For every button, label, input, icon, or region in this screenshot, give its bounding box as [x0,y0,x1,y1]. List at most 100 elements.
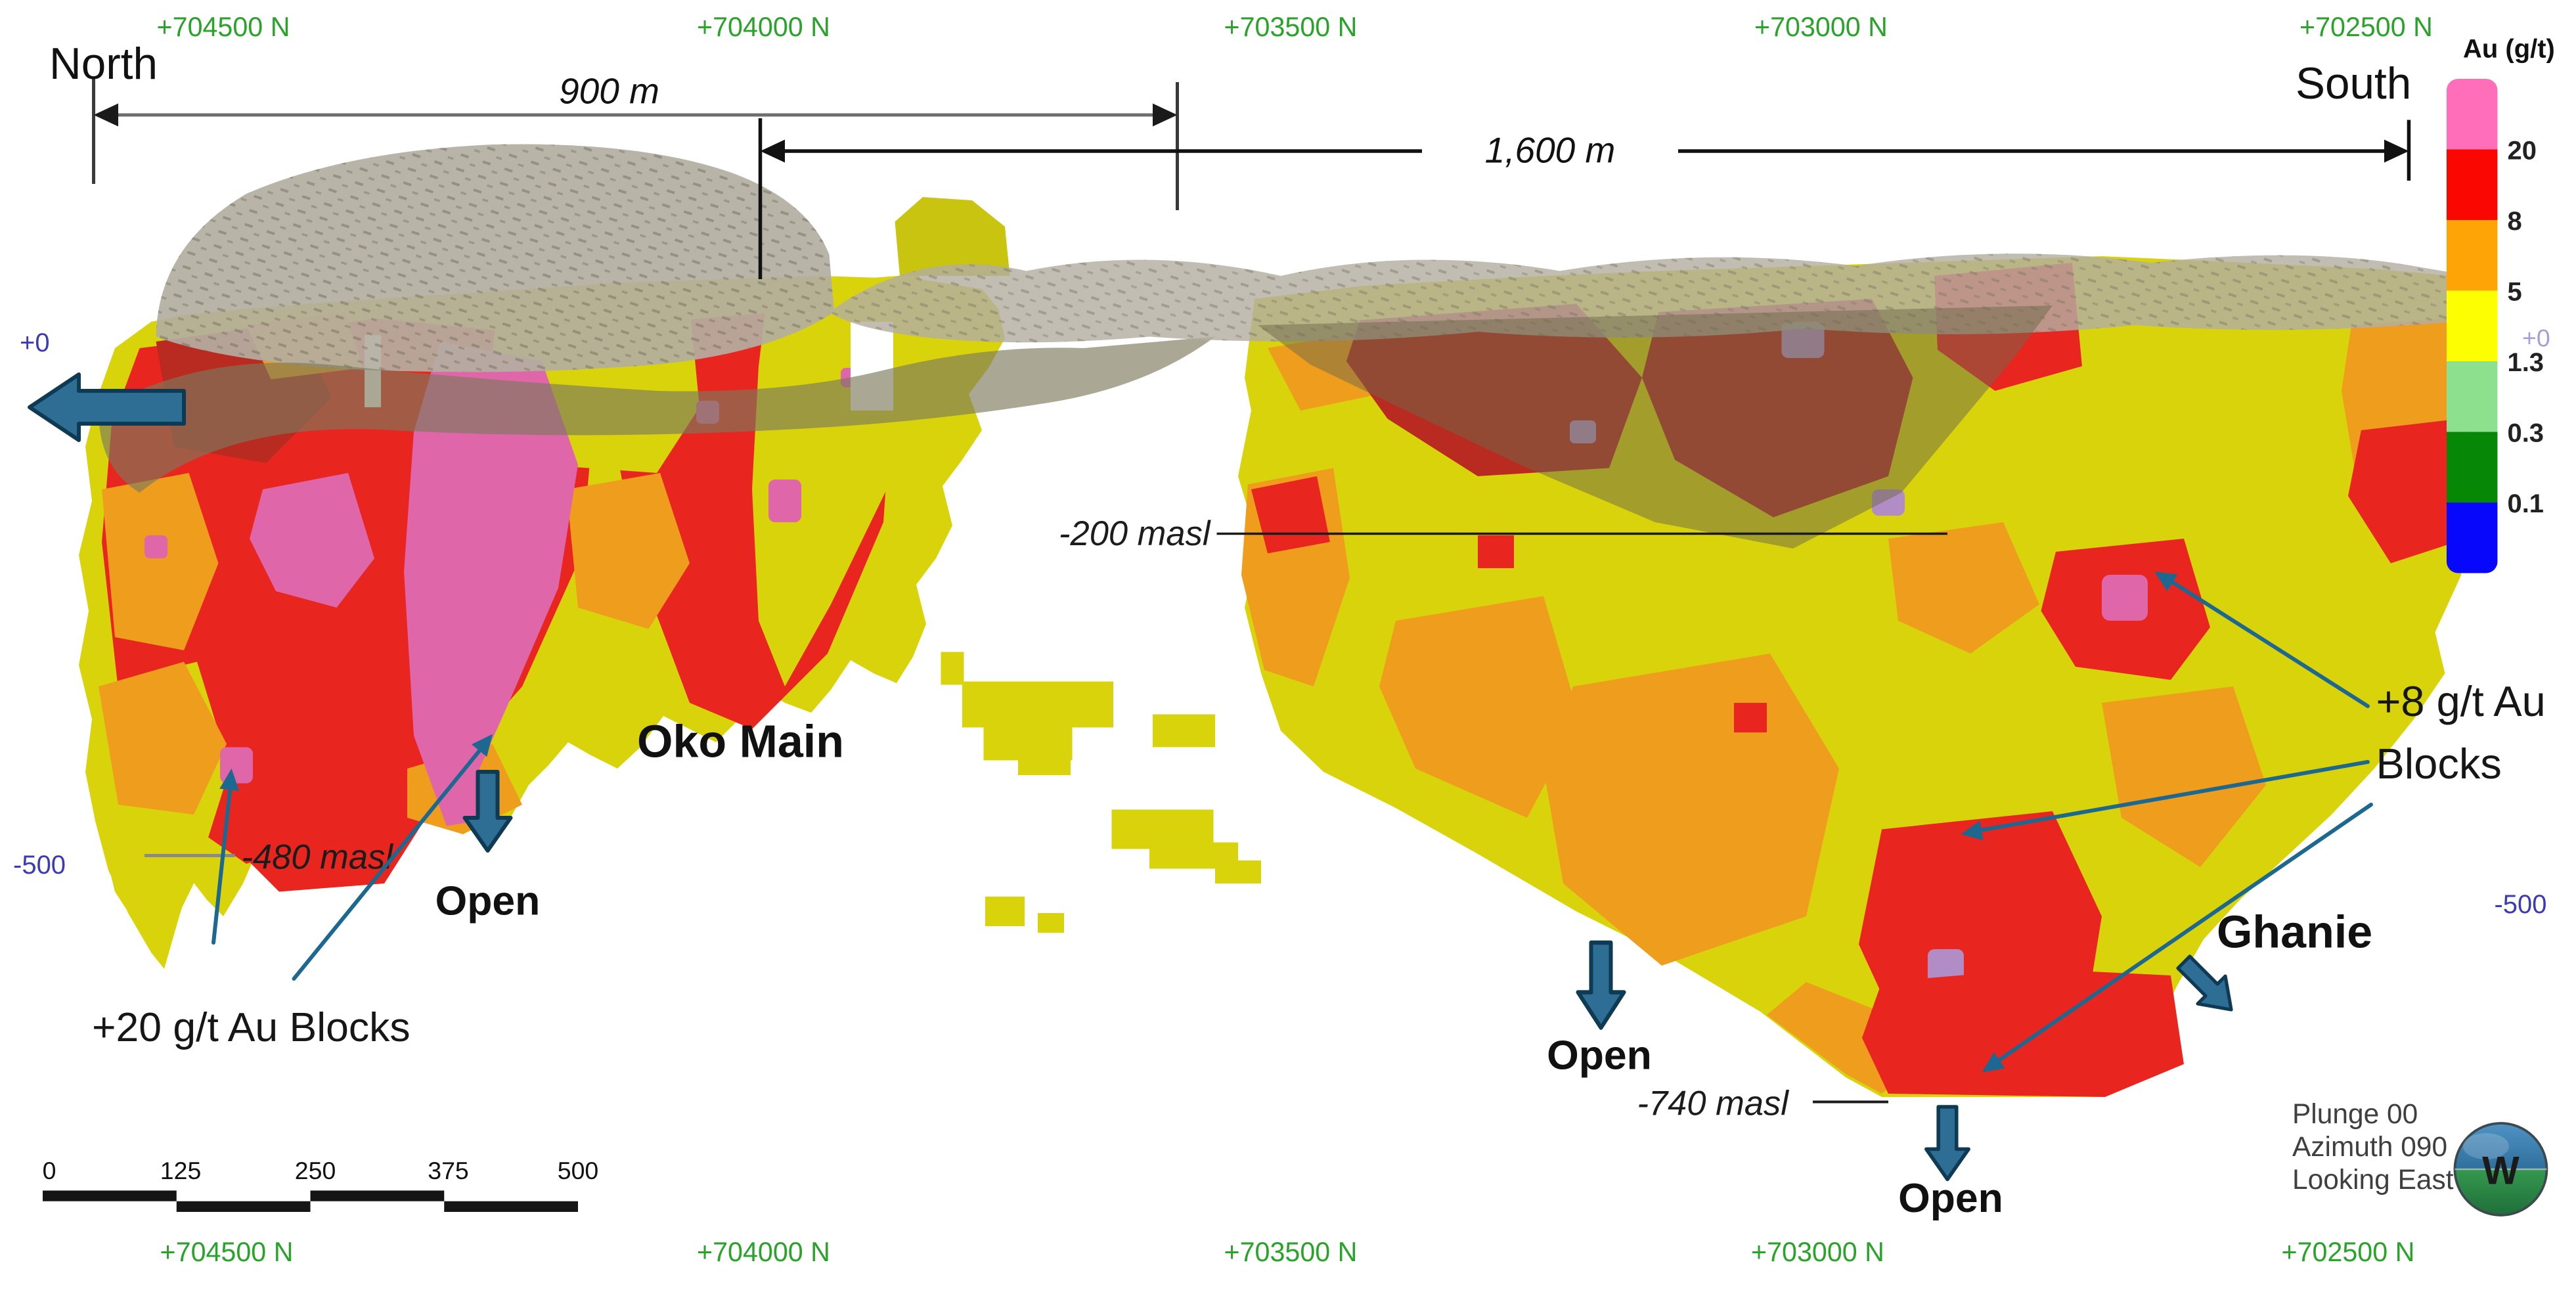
coord-top-703500: +703500 N [1224,12,1358,42]
coord-top-704500: +704500 N [157,12,290,42]
arrowhead-right-icon [1152,103,1178,127]
grade-legend: Au (g/t) 20 8 5 1.3 0.3 0.1 [2446,34,2555,573]
arrowhead-left-icon [93,103,119,127]
olive-v-overlay-ghanie [1257,305,2053,548]
coord-bottom-702500: +702500 N [2282,1237,2415,1267]
leader-arrowhead-icon [1982,1052,2005,1073]
scale-tick-500: 500 [558,1157,599,1184]
dimension-900m [92,78,1179,210]
open-arrow-down-oko-icon [462,769,513,853]
ghanie-pink-spot-target [2101,574,2148,621]
scale-segment-2 [176,1201,311,1212]
coord-top-704000: +704000 N [697,12,830,42]
scale-segment-3 [310,1190,445,1201]
legend-swatch-20 [2446,78,2498,150]
south-label: South [2296,59,2411,108]
ghanie-orange-5 [2101,686,2266,867]
scale-segment-1 [43,1190,177,1201]
dimension-900m-label: 900 m [559,70,659,111]
open-arrow-down-ghanie-left-icon [1576,940,1626,1030]
legend-swatch-lowest [2446,502,2498,573]
elev-right-deep: -500 [2494,890,2546,919]
ghanie-label: Ghanie [2217,906,2372,957]
oko-main-label: Oko Main [637,715,844,767]
globe-letter: W [2482,1148,2520,1192]
oko-orange-2 [99,661,227,815]
oko-pink-spot-target [220,747,254,784]
oko-pink-spot-3 [768,479,802,522]
ghanie-orange-bottom [1766,981,1905,1094]
coord-top-703000: +703000 N [1754,12,1888,42]
gray-sheet-texture [829,254,2472,343]
legend-swatch-0-3 [2446,361,2498,432]
coordinates-bottom: +704500 N +704000 N +703500 N +703000 N … [160,1237,2415,1267]
overburden-surface [99,144,2472,548]
ghanie-red-speck-1 [1733,702,1767,732]
north-plunge-arrow-left-icon [28,372,187,442]
globe-w-icon: W [2453,1122,2548,1217]
depth-levels: -200 masl -480 masl -740 masl [144,514,1947,1123]
scale-tick-0: 0 [43,1157,56,1184]
open-label-ghanie-left: Open [1547,1032,1652,1078]
ghanie-red-topright-patch [2347,418,2466,564]
elev-right-surface: +0 [2522,324,2550,351]
ghanie-orange-3 [1543,653,1839,966]
oko-orange-3 [566,472,690,629]
masl-740-label: -740 masl [1637,1084,1789,1123]
open-arrows [28,372,2233,1182]
dimension-1600m-label-bg [1421,126,1678,173]
legend-label-1-3: 1.3 [2507,348,2544,377]
legend-label-0-1: 0.1 [2507,489,2544,518]
legend-label-20: 20 [2507,136,2536,165]
ghanie-red-bottom-mass [1861,968,2184,1097]
legend-title: Au (g/t) [2463,34,2555,63]
leader-arrowhead-icon [2154,571,2178,591]
oko-orange-1 [102,472,219,650]
plus8-annotation-line2: Blocks [2376,740,2501,788]
legend-label-0-3: 0.3 [2507,418,2544,447]
leader-arrowhead-icon [471,734,493,757]
arrowhead-right-icon [2384,139,2409,163]
coord-bottom-703500: +703500 N [1224,1237,1358,1267]
scale-bar: 0 125 250 375 500 [43,1157,599,1212]
oko-red-tongue [230,735,431,892]
plus20-annotation: +20 g/t Au Blocks [92,1004,411,1050]
open-arrow-down-ghanie-bottom-icon [1924,1105,1970,1182]
elev-left-surface: +0 [20,328,50,357]
ghanie-orange-2 [1379,596,1580,818]
gray-dome-texture [156,144,835,372]
scale-tick-125: 125 [160,1157,202,1184]
coord-bottom-703000: +703000 N [1751,1237,1884,1267]
ghanie-red-speck-2 [1477,535,1514,568]
elev-left-deep: -500 [13,851,66,880]
oko-pink-spot-2 [144,535,168,558]
legend-swatch-1-3 [2446,290,2498,361]
olive-underband [99,336,1215,493]
ghanie-orange-7 [1888,522,2039,654]
north-label: North [49,39,158,89]
ghanie-dip-arrow-icon [2176,954,2233,1012]
view-orientation-info: Plunge 00 Azimuth 090 Looking East W [2292,1099,2548,1217]
oko-main-deposit [79,274,1006,969]
oko-pink-column [404,341,579,826]
coord-bottom-704000: +704000 N [697,1237,830,1267]
masl-200-label: -200 masl [1059,514,1211,553]
plus8-annotation-line1: +8 g/t Au [2376,677,2545,725]
oko-pink-blob [250,472,375,608]
leader-lines [211,571,2373,1073]
legend-swatch-0-1 [2446,432,2498,503]
view-looking: Looking East [2292,1165,2454,1195]
scale-segment-4 [444,1201,579,1212]
view-azimuth: Azimuth 090 [2292,1132,2447,1163]
legend-swatch-8 [2446,149,2498,220]
leader-arrowhead-icon [219,768,240,791]
legend-label-8: 8 [2507,207,2521,236]
coord-bottom-704500: +704500 N [160,1237,294,1267]
scale-tick-250: 250 [295,1157,336,1184]
arrowhead-left-icon [760,139,786,163]
dimension-1600m-label: 1,600 m [1485,129,1616,170]
view-plunge: Plunge 00 [2292,1099,2418,1130]
leader-arrowhead-icon [1960,820,1984,841]
